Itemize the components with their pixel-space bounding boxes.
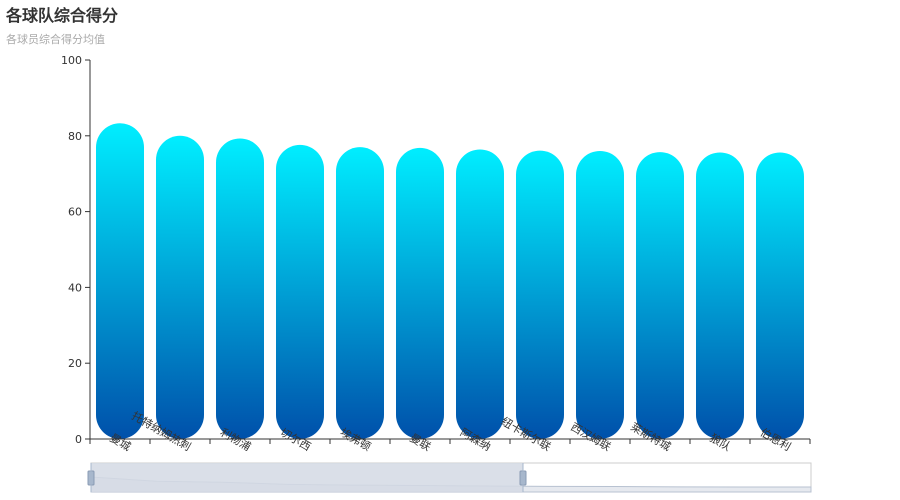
y-tick-label: 100 [61, 54, 82, 67]
y-tick-label: 60 [68, 206, 82, 219]
y-tick-label: 80 [68, 130, 82, 143]
bar-10[interactable] [636, 152, 684, 440]
bar-7[interactable] [456, 149, 504, 439]
bar-5[interactable] [336, 147, 384, 440]
bars-group [96, 123, 804, 440]
zoom-window[interactable] [91, 463, 523, 492]
bar-3[interactable] [216, 138, 264, 439]
bar-1[interactable] [96, 123, 144, 439]
data-zoom-slider[interactable] [87, 462, 812, 493]
y-tick-label: 0 [75, 433, 82, 446]
chart-subtitle: 各球员综合得分均值 [6, 33, 105, 46]
y-tick-label: 20 [68, 357, 82, 370]
bar-4[interactable] [276, 144, 324, 439]
chart-title: 各球队综合得分 [6, 6, 119, 25]
bar-11[interactable] [696, 152, 744, 439]
bar-6[interactable] [396, 147, 444, 439]
bar-2[interactable] [156, 135, 204, 439]
bar-8[interactable] [516, 150, 564, 439]
bar-12[interactable] [756, 152, 804, 439]
y-tick-label: 40 [68, 281, 82, 294]
y-axis: 0 20 40 60 80 100 [61, 54, 91, 446]
bar-9[interactable] [576, 150, 624, 439]
